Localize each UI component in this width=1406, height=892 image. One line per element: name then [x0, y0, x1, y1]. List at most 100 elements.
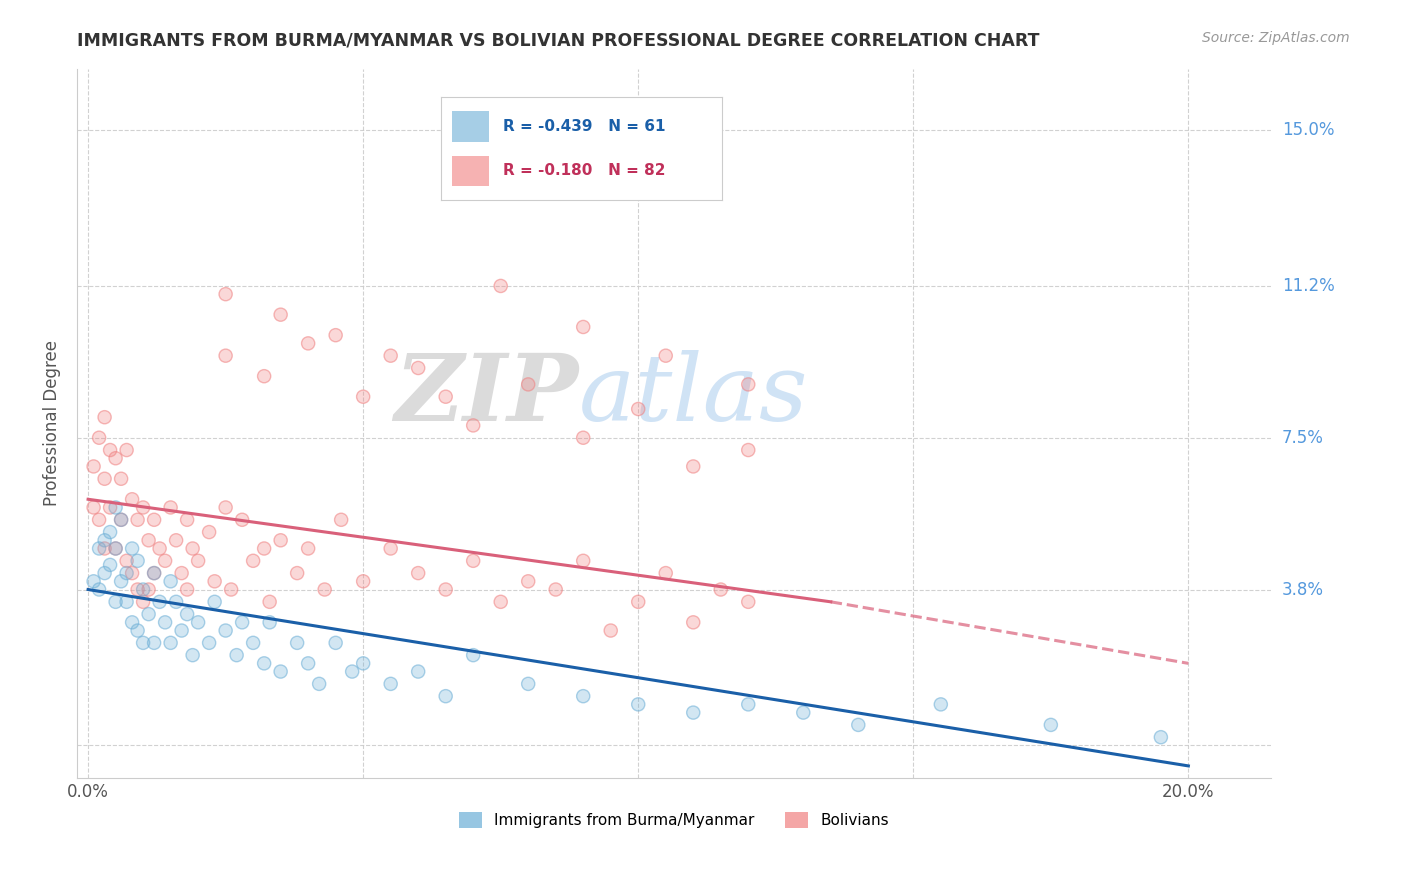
Point: [165, 533, 187, 548]
Point: [149, 595, 172, 609]
Point: [104, 500, 127, 515]
Point: [187, 615, 209, 630]
Point: [929, 698, 952, 712]
Point: [181, 541, 204, 556]
Point: [93, 410, 115, 425]
Point: [176, 513, 198, 527]
Point: [737, 698, 759, 712]
Point: [159, 574, 181, 589]
Point: [380, 349, 402, 363]
Point: [121, 492, 143, 507]
Point: [176, 607, 198, 621]
Point: [682, 706, 704, 720]
Point: [93, 472, 115, 486]
Point: [572, 689, 595, 703]
Point: [682, 615, 704, 630]
Point: [110, 472, 132, 486]
Point: [132, 595, 155, 609]
Point: [115, 554, 138, 568]
Point: [225, 648, 247, 662]
Point: [572, 554, 595, 568]
Point: [87, 582, 110, 597]
Point: [83, 459, 105, 474]
Point: [110, 574, 132, 589]
Point: [682, 615, 704, 630]
Point: [159, 500, 181, 515]
Point: [93, 541, 115, 556]
Point: [655, 566, 678, 580]
Point: [132, 636, 155, 650]
Point: [572, 554, 595, 568]
Point: [325, 328, 347, 343]
Point: [93, 533, 115, 548]
Point: [225, 648, 247, 662]
Point: [544, 582, 567, 597]
Point: [1039, 718, 1062, 732]
Point: [627, 402, 650, 417]
Point: [159, 500, 181, 515]
Point: [682, 706, 704, 720]
Point: [231, 513, 253, 527]
Point: [98, 500, 121, 515]
Point: [214, 349, 236, 363]
Point: [115, 566, 138, 580]
Point: [489, 595, 512, 609]
Point: [87, 582, 110, 597]
Point: [489, 595, 512, 609]
Point: [176, 513, 198, 527]
Point: [682, 459, 704, 474]
Point: [143, 513, 166, 527]
Point: [380, 349, 402, 363]
Point: [270, 665, 292, 679]
Point: [297, 541, 319, 556]
Point: [1039, 718, 1062, 732]
Point: [682, 459, 704, 474]
Point: [132, 500, 155, 515]
Point: [340, 665, 363, 679]
Text: Source: ZipAtlas.com: Source: ZipAtlas.com: [1202, 31, 1350, 45]
Point: [352, 390, 374, 404]
Point: [463, 418, 485, 433]
Text: 3.8%: 3.8%: [1282, 581, 1324, 599]
Point: [132, 582, 155, 597]
Point: [132, 500, 155, 515]
Text: 15.0%: 15.0%: [1282, 121, 1334, 139]
Point: [544, 582, 567, 597]
Point: [83, 500, 105, 515]
Point: [330, 513, 353, 527]
Point: [176, 582, 198, 597]
Point: [352, 657, 374, 671]
Point: [93, 541, 115, 556]
Point: [285, 636, 308, 650]
Point: [115, 595, 138, 609]
Point: [214, 500, 236, 515]
Point: [104, 500, 127, 515]
Point: [83, 574, 105, 589]
Point: [352, 574, 374, 589]
Point: [214, 624, 236, 638]
Point: [737, 377, 759, 392]
Point: [253, 657, 276, 671]
Point: [138, 533, 160, 548]
Point: [214, 349, 236, 363]
Point: [352, 657, 374, 671]
Point: [98, 525, 121, 540]
Point: [406, 665, 429, 679]
Point: [93, 566, 115, 580]
Point: [143, 566, 166, 580]
Point: [104, 595, 127, 609]
Point: [198, 525, 221, 540]
Point: [352, 390, 374, 404]
Point: [572, 431, 595, 445]
Point: [214, 287, 236, 301]
Point: [143, 566, 166, 580]
Point: [115, 443, 138, 458]
Point: [127, 513, 149, 527]
Point: [187, 554, 209, 568]
Point: [463, 554, 485, 568]
Point: [165, 595, 187, 609]
Point: [572, 689, 595, 703]
Text: ZIP: ZIP: [394, 350, 578, 440]
Point: [87, 541, 110, 556]
Point: [83, 500, 105, 515]
